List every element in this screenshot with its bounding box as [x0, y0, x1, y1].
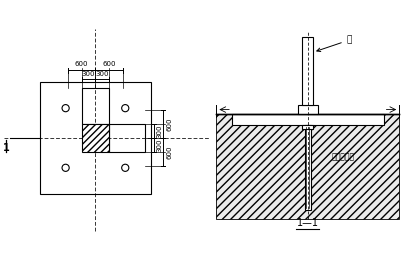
Bar [232, 114, 384, 125]
Bar [298, 105, 318, 114]
Text: 中风化砂岩: 中风化砂岩 [331, 153, 354, 162]
Text: 1: 1 [2, 143, 9, 153]
Text: 300: 300 [156, 124, 162, 138]
Text: 600: 600 [75, 62, 88, 67]
Text: 300: 300 [82, 71, 95, 77]
Bar [81, 88, 109, 124]
Text: 300: 300 [96, 71, 109, 77]
Bar [81, 124, 109, 152]
Text: 600: 600 [102, 62, 116, 67]
Text: 600: 600 [166, 117, 172, 131]
Bar [40, 82, 151, 194]
Bar [109, 124, 145, 152]
Bar [305, 125, 311, 210]
Text: 300: 300 [156, 138, 162, 152]
Bar [303, 37, 313, 105]
Text: 1—1: 1—1 [297, 218, 319, 228]
Bar [303, 125, 313, 129]
Polygon shape [216, 114, 399, 219]
Text: 柱: 柱 [317, 35, 352, 51]
Text: 600: 600 [166, 145, 172, 159]
